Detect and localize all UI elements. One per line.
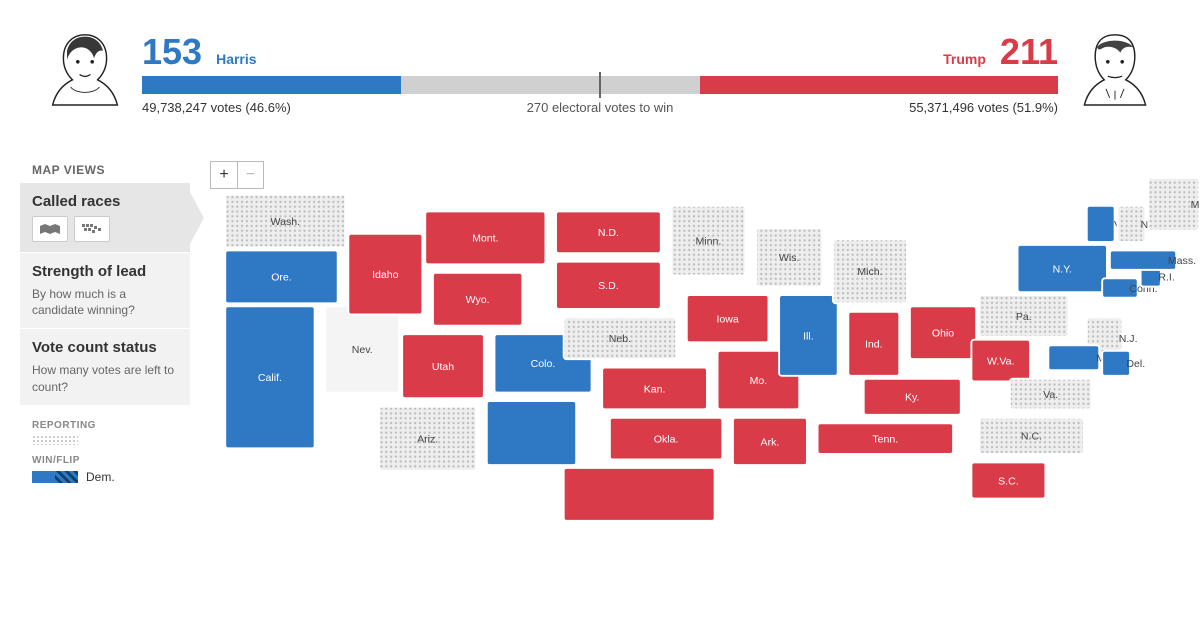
legend-reporting-swatch bbox=[32, 435, 78, 445]
state-iowa[interactable] bbox=[687, 295, 769, 342]
state-ky[interactable] bbox=[864, 379, 961, 415]
state-del[interactable] bbox=[1102, 351, 1130, 376]
state-nev[interactable] bbox=[325, 306, 399, 392]
view-vote-count-status[interactable]: Vote count status How many votes are lef… bbox=[20, 329, 190, 405]
cartogram-icon[interactable] bbox=[74, 216, 110, 242]
state-ill[interactable] bbox=[779, 295, 838, 376]
candidate-portrait-harris bbox=[40, 24, 130, 114]
candidate-portrait-trump bbox=[1070, 24, 1160, 114]
state-ind[interactable] bbox=[848, 312, 899, 376]
map-views-sidebar: MAP VIEWS Called races Strength of l bbox=[20, 157, 190, 622]
state-tenn[interactable] bbox=[818, 423, 954, 454]
state-mich[interactable] bbox=[833, 239, 907, 303]
view-strength-of-lead[interactable]: Strength of lead By how much is a candid… bbox=[20, 253, 190, 329]
state-nm[interactable] bbox=[487, 401, 576, 465]
electoral-bar bbox=[142, 76, 1058, 94]
state-sc[interactable] bbox=[971, 462, 1045, 498]
state-okla[interactable] bbox=[610, 418, 722, 460]
harris-ev-count: 153 bbox=[142, 34, 202, 70]
state-nh[interactable] bbox=[1118, 206, 1146, 242]
state-conn[interactable] bbox=[1102, 278, 1138, 297]
legend-winflip-label: WIN/FLIP bbox=[32, 455, 178, 466]
sidebar-title: MAP VIEWS bbox=[20, 157, 190, 183]
legend-reporting-label: REPORTING bbox=[32, 420, 178, 431]
view-called-races-title: Called races bbox=[32, 193, 178, 210]
state-ore[interactable] bbox=[225, 250, 338, 303]
zoom-control: + − bbox=[210, 161, 264, 189]
harris-name: Harris bbox=[216, 51, 256, 67]
bar-center-label: 270 electoral votes to win bbox=[527, 100, 674, 115]
map-container: + − Wash.Ore.Calif.Nev.IdahoMont.Wyo.Uta… bbox=[206, 157, 1200, 622]
state-mass[interactable] bbox=[1110, 250, 1176, 269]
state-wyo[interactable] bbox=[433, 273, 522, 326]
electoral-header: 153 Harris Trump 211 49,738,247 votes (4… bbox=[0, 0, 1200, 127]
geo-map-icon[interactable] bbox=[32, 216, 68, 242]
state-pa[interactable] bbox=[979, 295, 1068, 337]
state-md[interactable] bbox=[1048, 345, 1099, 370]
state-ark[interactable] bbox=[733, 418, 807, 465]
state-kan[interactable] bbox=[602, 368, 707, 410]
trump-name: Trump bbox=[943, 51, 986, 67]
view-count-sub: How many votes are left to count? bbox=[32, 362, 178, 394]
state-nc[interactable] bbox=[979, 418, 1084, 454]
state-va[interactable] bbox=[1010, 379, 1092, 410]
view-strength-title: Strength of lead bbox=[32, 263, 178, 280]
bar-270-marker bbox=[599, 72, 601, 98]
view-count-title: Vote count status bbox=[32, 339, 178, 356]
state-mont[interactable] bbox=[425, 211, 545, 264]
state-tex[interactable] bbox=[564, 468, 715, 521]
zoom-out-button[interactable]: − bbox=[237, 162, 263, 188]
state-calif[interactable] bbox=[225, 306, 314, 448]
state-nd[interactable] bbox=[556, 211, 661, 253]
state-maine[interactable] bbox=[1148, 178, 1199, 231]
electoral-bar-section: 153 Harris Trump 211 49,738,247 votes (4… bbox=[142, 24, 1058, 115]
state-vt[interactable] bbox=[1087, 206, 1115, 242]
legend-dem-swatch bbox=[32, 471, 78, 483]
harris-votes: 49,738,247 votes (46.6%) bbox=[142, 100, 291, 115]
view-strength-sub: By how much is a candidate winning? bbox=[32, 286, 178, 318]
state-minn[interactable] bbox=[671, 206, 745, 276]
state-neb[interactable] bbox=[564, 317, 677, 359]
trump-ev-count: 211 bbox=[1000, 34, 1058, 70]
state-wva[interactable] bbox=[971, 340, 1030, 382]
harris-bar-fill bbox=[142, 76, 401, 94]
state-ariz[interactable] bbox=[379, 407, 476, 471]
view-called-races[interactable]: Called races bbox=[20, 183, 190, 253]
trump-votes: 55,371,496 votes (51.9%) bbox=[909, 100, 1058, 115]
state-wis[interactable] bbox=[756, 228, 822, 286]
state-utah[interactable] bbox=[402, 334, 484, 398]
legend-dem-label: Dem. bbox=[86, 470, 115, 484]
state-ohio[interactable] bbox=[910, 306, 976, 359]
state-idaho[interactable] bbox=[348, 234, 422, 315]
state-sd[interactable] bbox=[556, 262, 661, 309]
state-wash[interactable] bbox=[225, 195, 345, 248]
us-map[interactable]: Wash.Ore.Calif.Nev.IdahoMont.Wyo.UtahAri… bbox=[206, 157, 1200, 617]
legend-reporting: REPORTING bbox=[20, 406, 190, 445]
state-ny[interactable] bbox=[1018, 245, 1107, 292]
trump-bar-fill bbox=[700, 76, 1058, 94]
zoom-in-button[interactable]: + bbox=[211, 162, 237, 188]
legend-winflip: WIN/FLIP Dem. bbox=[20, 445, 190, 484]
